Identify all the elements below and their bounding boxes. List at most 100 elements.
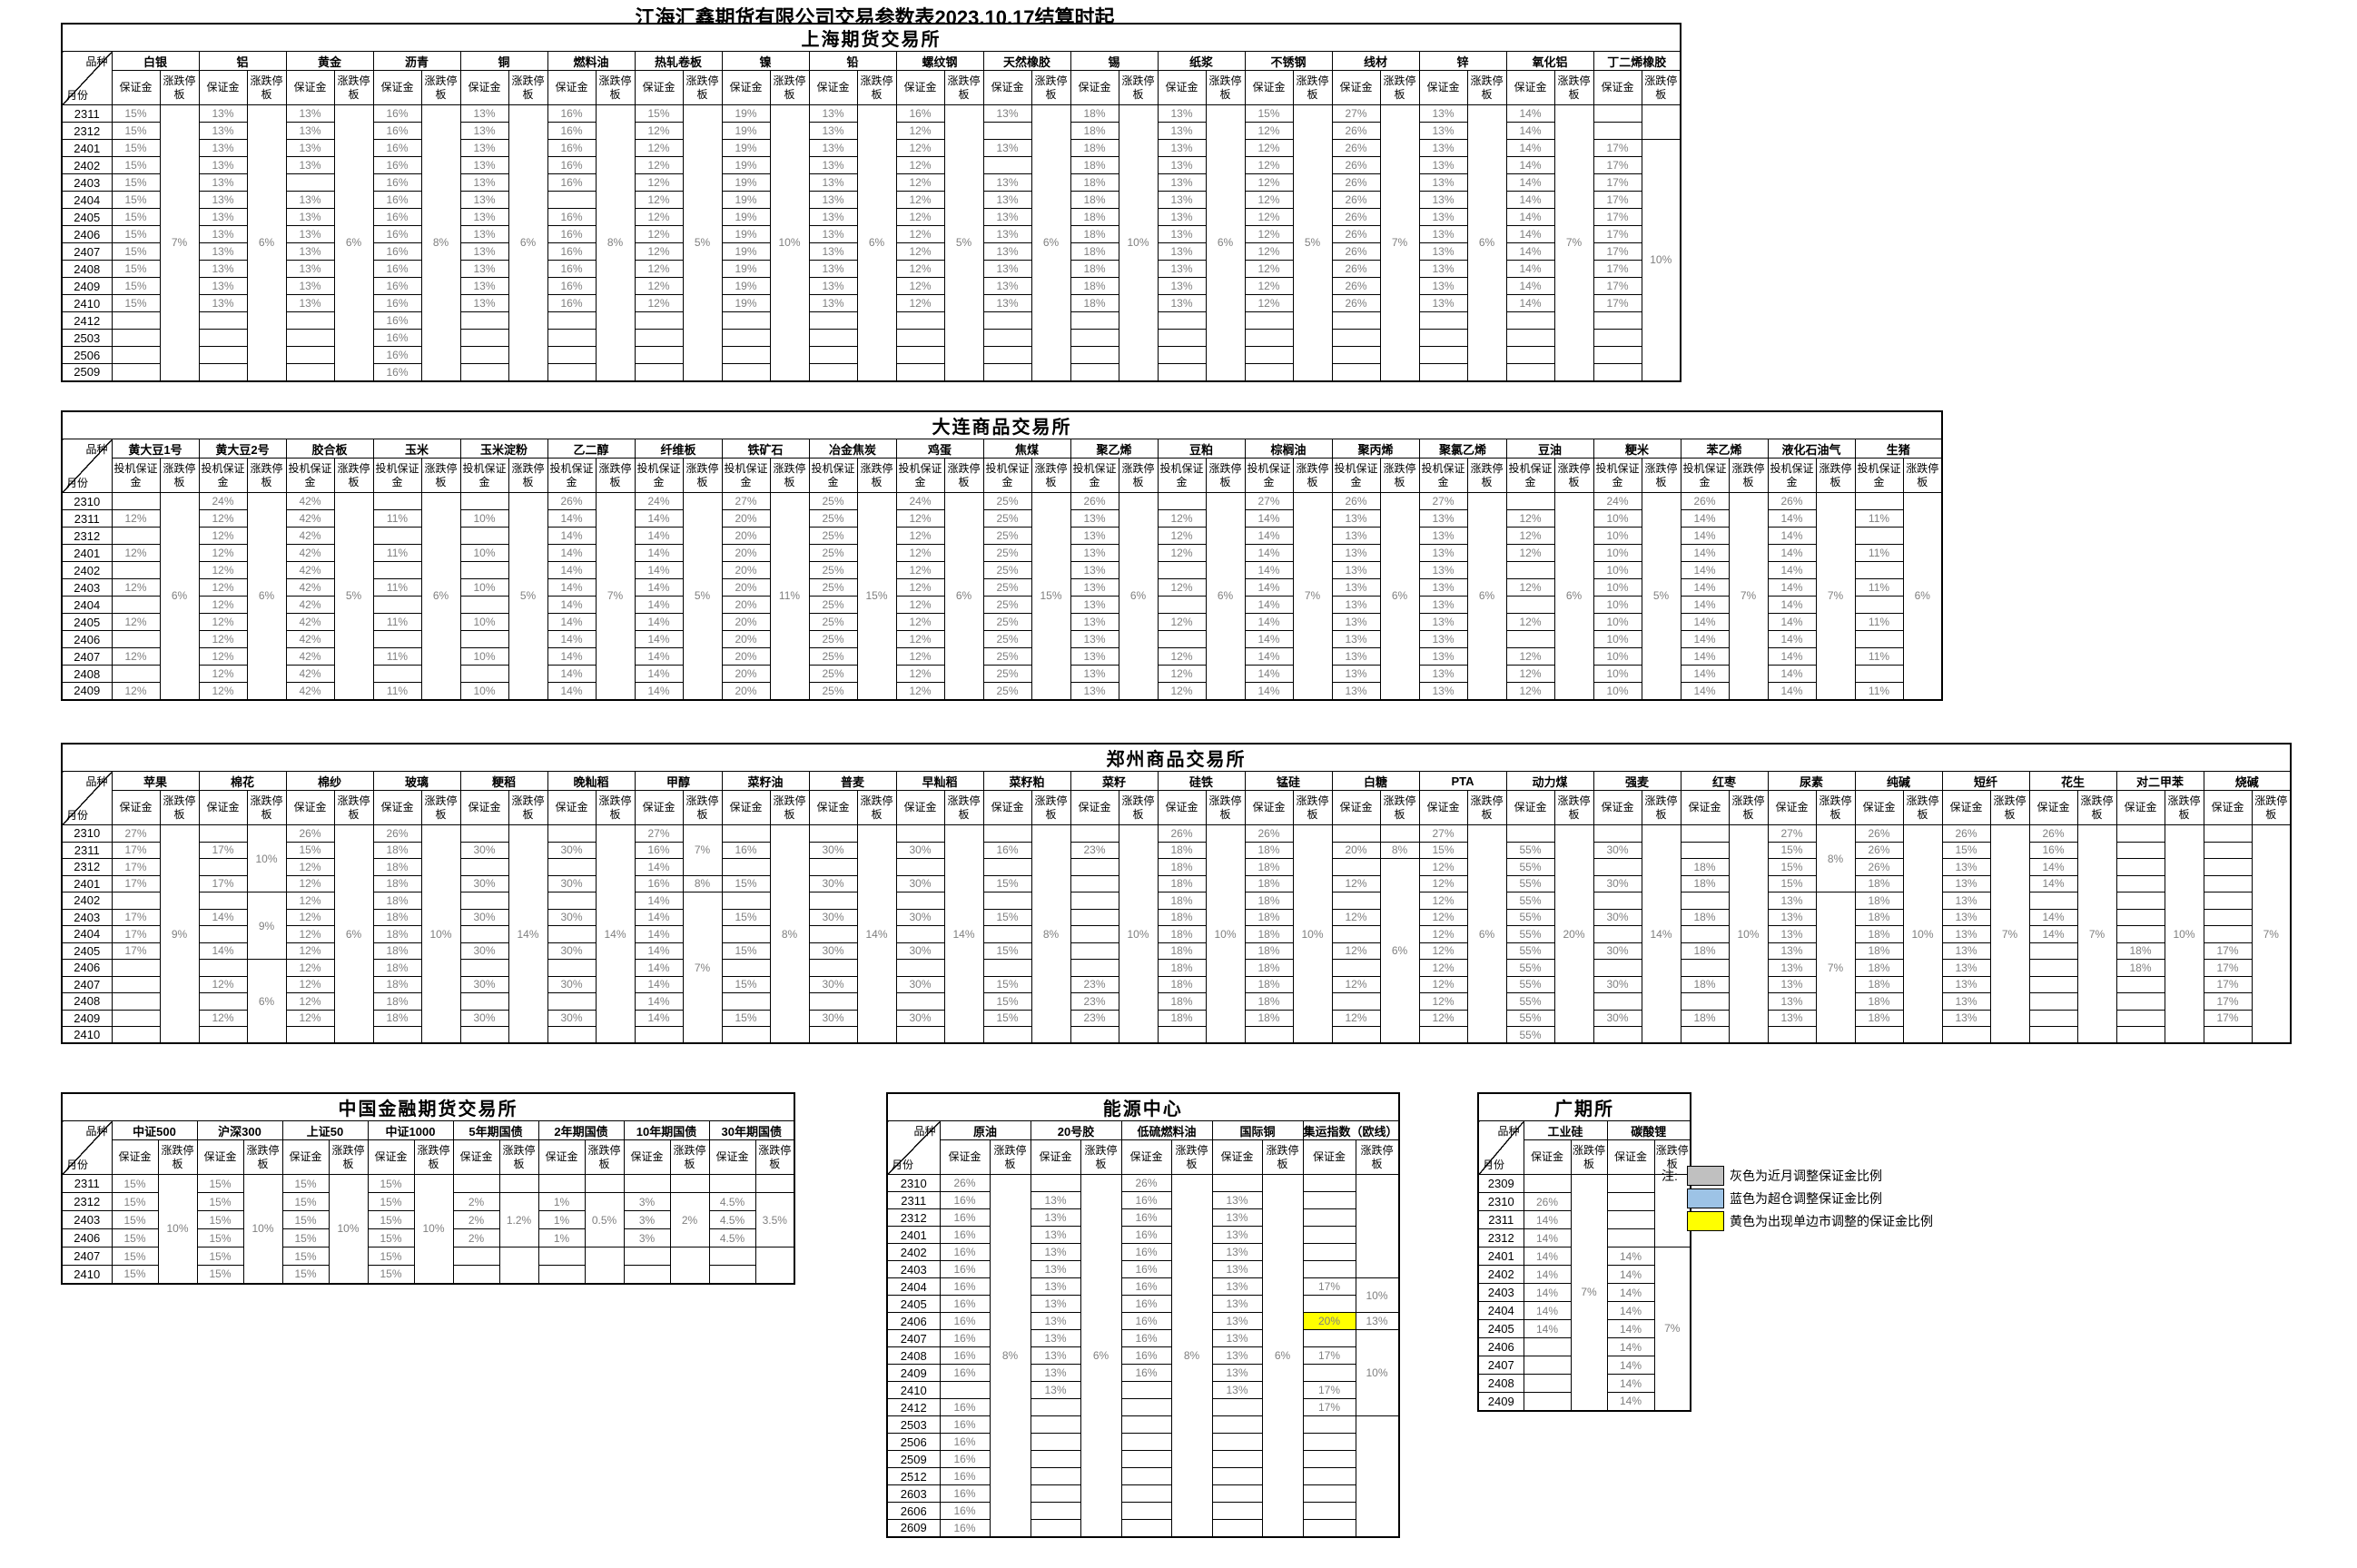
margin-cell: 15% <box>111 191 161 209</box>
margin-cell <box>1302 1433 1356 1451</box>
margin-cell: 13% <box>1030 1364 1081 1382</box>
limit-cell <box>1355 1415 1400 1537</box>
margin-cell: 14% <box>634 1009 684 1027</box>
margin-cell <box>1331 346 1381 364</box>
margin-header: 投机保证金 <box>198 458 248 493</box>
margin-cell: 15% <box>281 1228 330 1247</box>
margin-cell: 18% <box>1070 242 1119 261</box>
margin-cell: 23% <box>1070 975 1119 993</box>
margin-cell: 12% <box>895 156 945 174</box>
limit-header: 涨跌停板 <box>584 1139 625 1175</box>
margin-cell: 15% <box>281 1192 330 1211</box>
yellow-swatch <box>1687 1210 1724 1231</box>
limit-cell: 6% <box>1205 104 1246 381</box>
limit-header: 涨跌停板 <box>413 1139 454 1175</box>
margin-header: 保证金 <box>111 70 161 105</box>
margin-cell: 18% <box>1070 173 1119 192</box>
margin-cell: 42% <box>285 630 335 648</box>
exchange-title: 大连商品交易所 <box>61 410 1943 439</box>
margin-cell: 18% <box>1244 992 1294 1011</box>
margin-header: 保证金 <box>1030 1139 1081 1175</box>
margin-cell <box>111 363 161 381</box>
margin-cell: 12% <box>285 874 335 892</box>
margin-cell: 10% <box>1593 578 1642 597</box>
limit-header: 涨跌停板 <box>328 1139 369 1175</box>
margin-cell: 13% <box>1070 561 1119 579</box>
margin-cell: 16% <box>372 225 422 243</box>
margin-cell: 13% <box>459 191 509 209</box>
commodity-header: 粳稻 <box>459 771 548 791</box>
limit-cell: 6% <box>1466 824 1507 1044</box>
margin-cell: 15% <box>367 1174 415 1193</box>
margin-cell: 26% <box>1331 173 1381 192</box>
margin-cell: 15% <box>285 841 335 859</box>
margin-header: 保证金 <box>1331 70 1381 105</box>
margin-cell: 13% <box>1418 561 1468 579</box>
margin-cell: 13% <box>1211 1243 1263 1261</box>
corner-month-label: 月份 <box>892 1159 914 1171</box>
margin-cell: 18% <box>372 959 422 977</box>
corner-cell: 品种 月份 <box>61 51 113 105</box>
margin-cell: 17% <box>1593 173 1642 192</box>
margin-cell: 15% <box>196 1192 244 1211</box>
commodity-header: 5年期国债 <box>452 1120 539 1140</box>
limit-header: 涨跌停板 <box>1379 458 1420 493</box>
exchange-table-czce: 郑州商品交易所 品种 月份 苹果 棉花 棉纱 玻璃 粳稻 晚籼稻 甲醇 菜籽油 普麦 早籼稻 菜籽粕 菜籽硅… <box>61 743 2292 1044</box>
margin-cell: 27% <box>1331 104 1381 123</box>
margin-cell: 12% <box>634 139 684 157</box>
limit-cell: 6% <box>508 104 548 381</box>
limit-header: 涨跌停板 <box>1379 70 1420 105</box>
margin-cell: 13% <box>982 173 1032 192</box>
margin-cell: 13% <box>198 104 248 123</box>
margin-cell <box>939 1381 991 1399</box>
limit-header: 涨跌停板 <box>943 70 984 105</box>
margin-cell: 13% <box>1418 139 1468 157</box>
margin-cell: 15% <box>111 1247 159 1266</box>
commodity-header: 氧化铝 <box>1505 51 1594 71</box>
exchange-title: 能源中心 <box>886 1092 1400 1121</box>
margin-cell: 27% <box>111 824 161 843</box>
margin-cell: 18% <box>1157 925 1207 943</box>
limit-header: 涨跌停板 <box>682 70 723 105</box>
limit-cell: 3.5% <box>754 1192 795 1247</box>
margin-cell <box>1593 892 1642 910</box>
margin-cell: 25% <box>982 647 1032 666</box>
margin-cell <box>2203 892 2253 910</box>
margin-cell: 26% <box>547 492 597 510</box>
margin-cell: 12% <box>1244 260 1294 278</box>
margin-cell: 24% <box>198 492 248 510</box>
margin-cell <box>372 596 422 614</box>
margin-cell <box>808 959 858 977</box>
month-cell: 2311 <box>61 509 113 528</box>
margin-cell: 13% <box>808 277 858 295</box>
margin-cell: 13% <box>1418 104 1468 123</box>
limit-header: 涨跌停板 <box>1902 458 1943 493</box>
margin-cell: 14% <box>634 892 684 910</box>
margin-cell-highlighted: 20% <box>1302 1312 1356 1330</box>
margin-cell: 13% <box>1030 1277 1081 1296</box>
margin-header: 投机保证金 <box>1767 458 1817 493</box>
margin-cell <box>895 959 945 977</box>
margin-cell <box>1854 665 1904 683</box>
limit-cell: 6% <box>1379 858 1420 1044</box>
margin-cell <box>1331 992 1381 1011</box>
margin-cell: 12% <box>1418 1009 1468 1027</box>
margin-cell: 13% <box>982 294 1032 312</box>
margin-cell: 14% <box>634 613 684 631</box>
margin-cell: 10% <box>1593 682 1642 700</box>
limit-header: 涨跌停板 <box>1466 458 1507 493</box>
margin-cell <box>2115 1026 2165 1044</box>
margin-cell: 13% <box>1418 294 1468 312</box>
margin-header: 保证金 <box>111 1139 159 1175</box>
commodity-header: 鸡蛋 <box>895 439 984 459</box>
margin-cell: 30% <box>808 908 858 926</box>
commodity-header: 豆粕 <box>1157 439 1246 459</box>
commodity-header: 镍 <box>721 51 810 71</box>
commodity-header: 30年期国债 <box>708 1120 795 1140</box>
margin-cell: 14% <box>1680 509 1730 528</box>
margin-cell: 14% <box>1244 596 1294 614</box>
limit-cell: 8% <box>1815 824 1856 892</box>
margin-cell: 12% <box>1418 975 1468 993</box>
margin-cell: 13% <box>1070 630 1119 648</box>
margin-cell: 13% <box>1211 1381 1263 1399</box>
